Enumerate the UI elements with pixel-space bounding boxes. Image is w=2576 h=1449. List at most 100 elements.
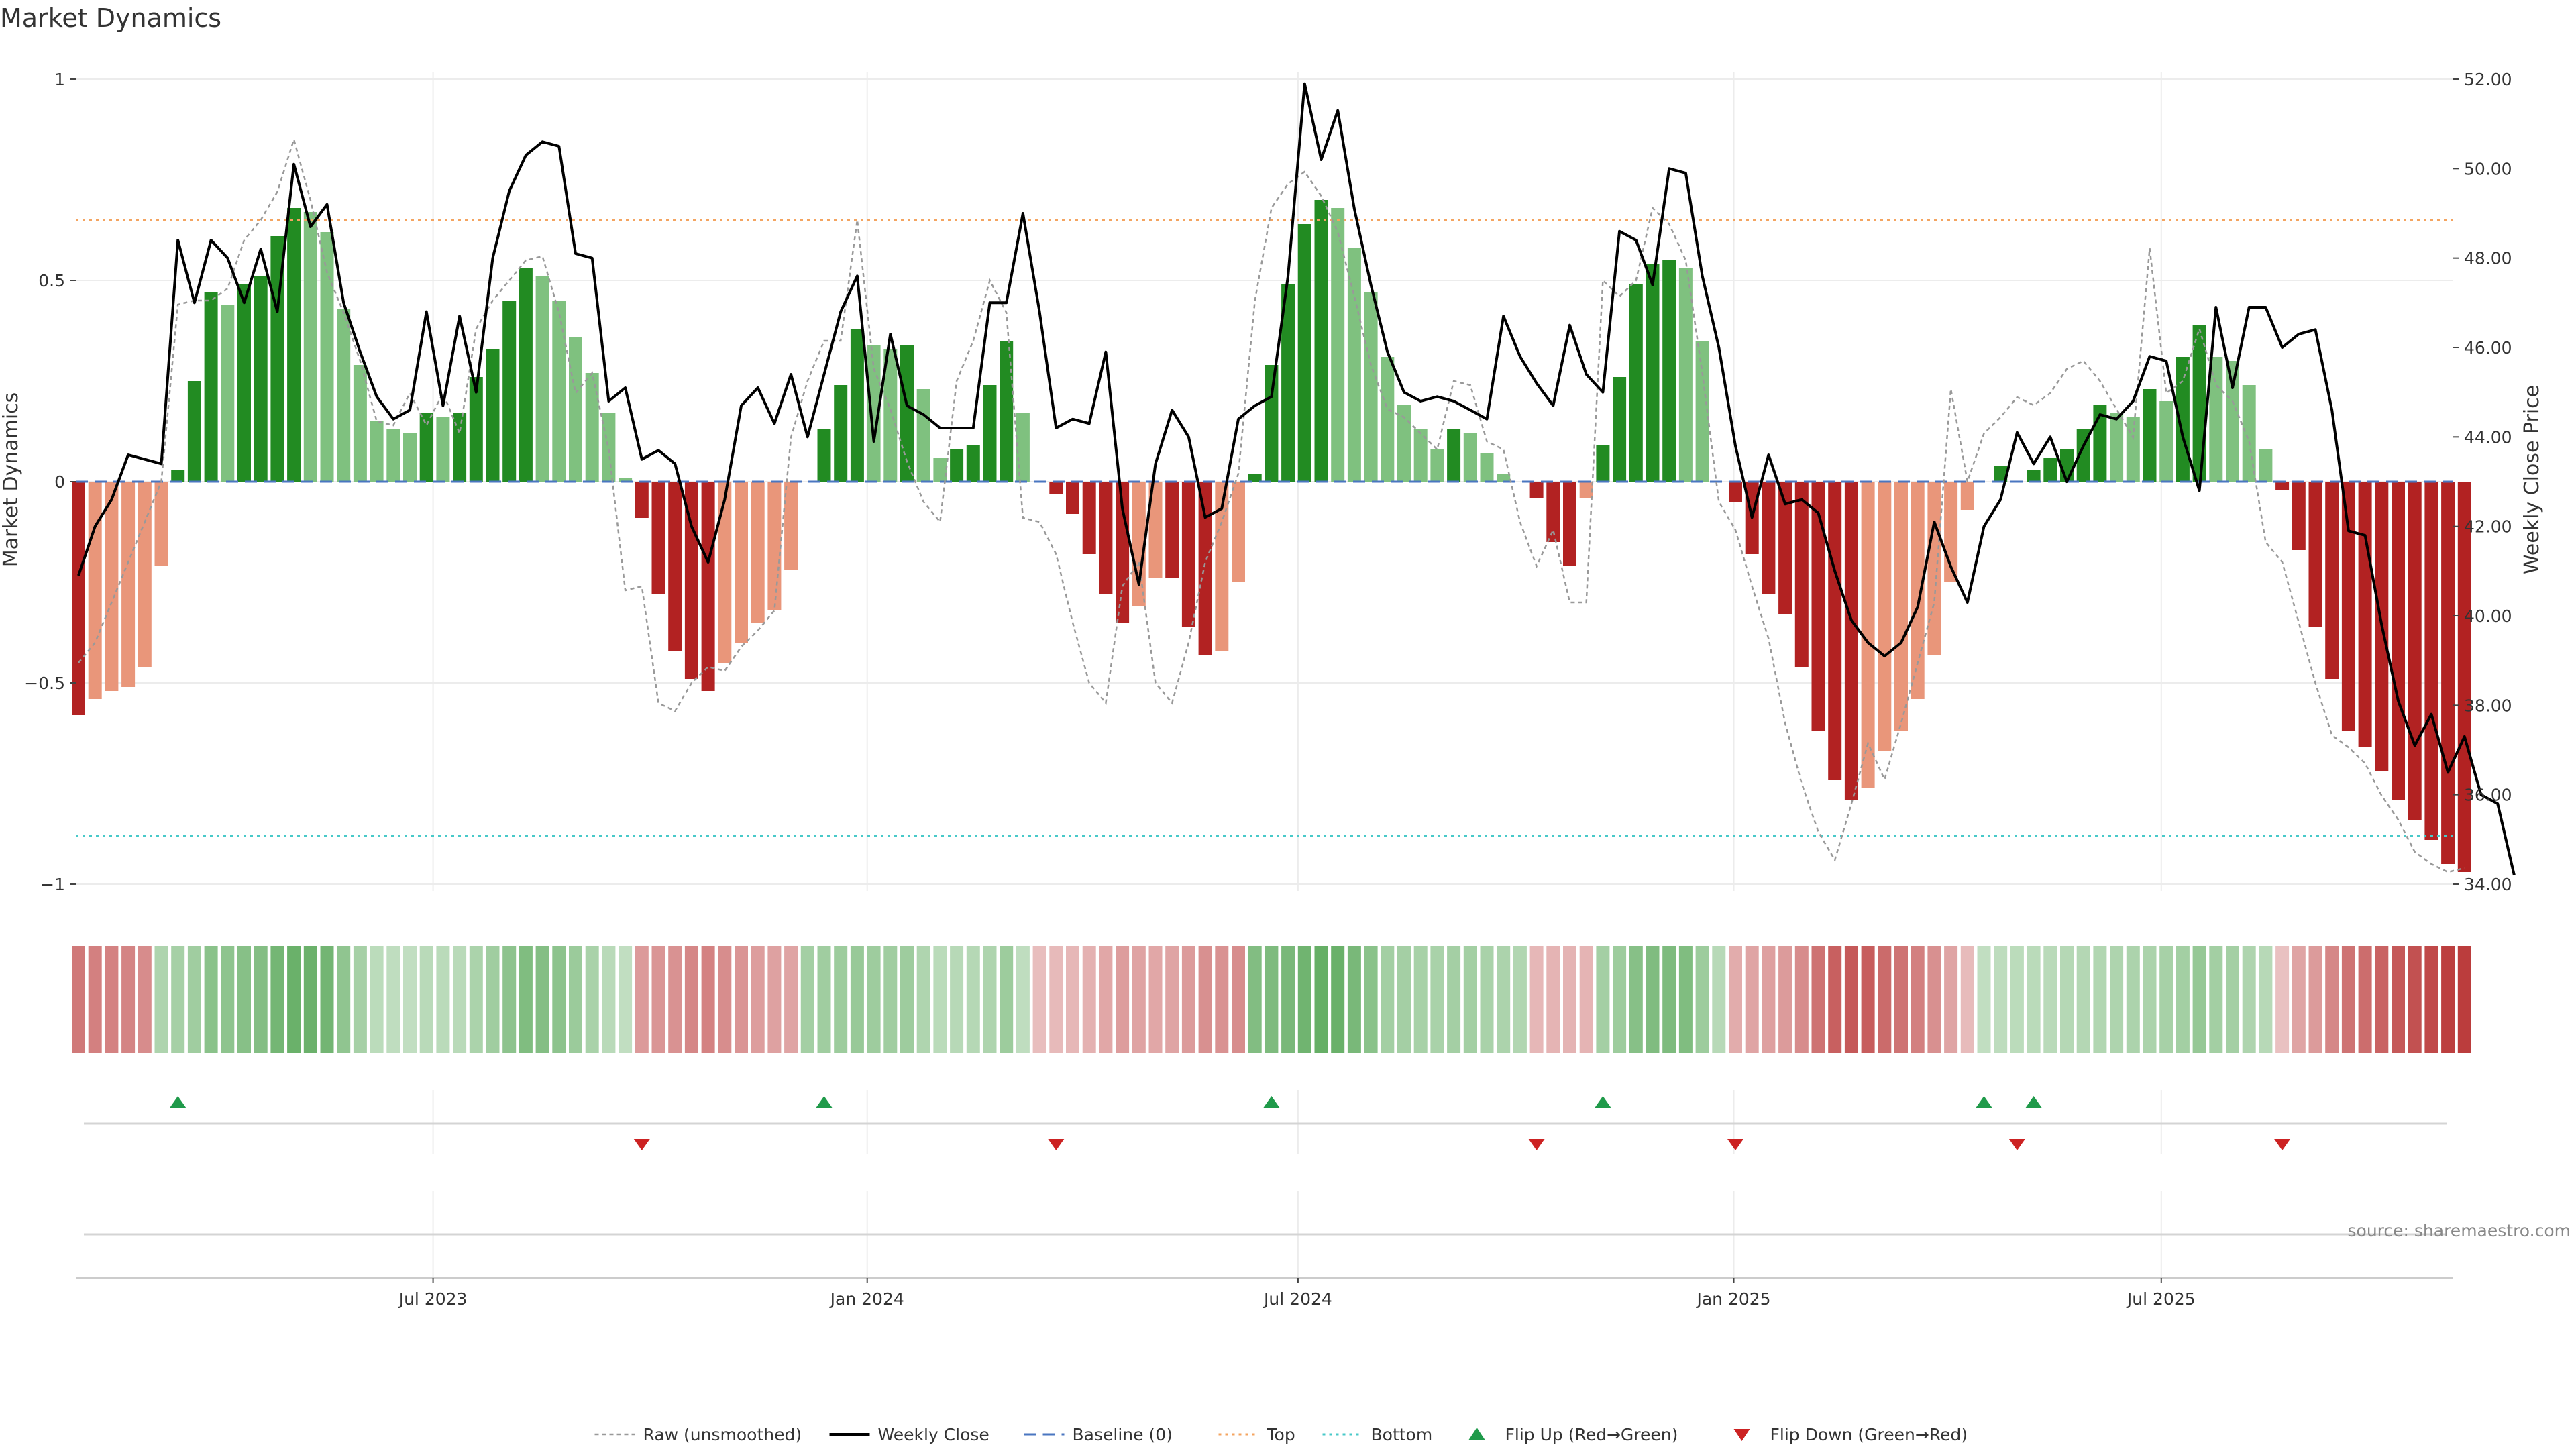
flip-down-marker xyxy=(1528,1139,1545,1150)
dynamics-bar xyxy=(1198,482,1212,655)
dynamics-bar xyxy=(602,413,616,482)
dynamics-bar xyxy=(1281,284,1295,482)
right-tick-label: 34.00 xyxy=(2464,875,2512,894)
dynamics-bar xyxy=(1844,482,1858,800)
dynamics-bar xyxy=(237,284,251,482)
regime-cell xyxy=(569,946,582,1053)
dynamics-bar xyxy=(983,385,997,482)
left-tick-label: 1 xyxy=(54,70,65,89)
weekly-close-line xyxy=(77,82,2516,876)
regime-cell xyxy=(1695,946,1709,1053)
dynamics-bar xyxy=(1497,474,1511,482)
dynamics-bar xyxy=(403,433,417,482)
regime-cell xyxy=(1314,946,1328,1053)
dynamics-bar xyxy=(1762,482,1776,594)
dynamics-bar xyxy=(1662,260,1676,482)
dynamics-bar xyxy=(1000,341,1014,482)
regime-cell xyxy=(2392,946,2405,1053)
legend-label: Baseline (0) xyxy=(1073,1425,1173,1444)
regime-cell xyxy=(635,946,649,1053)
dynamics-bar xyxy=(2143,389,2157,482)
flip-markers xyxy=(170,1096,2291,1150)
regime-cell xyxy=(1828,946,1842,1053)
regime-cell xyxy=(2010,946,2024,1053)
legend-label: Flip Down (Green→Red) xyxy=(1770,1425,1968,1444)
dynamics-bar xyxy=(552,301,566,482)
regime-cell xyxy=(121,946,136,1053)
legend-swatch-flipdown xyxy=(1733,1429,1750,1441)
dynamics-bar xyxy=(701,482,715,691)
dynamics-bar xyxy=(419,413,433,482)
regime-cell xyxy=(2192,946,2206,1053)
regime-cell xyxy=(204,946,218,1053)
dynamics-bar xyxy=(535,276,549,482)
dynamics-bar xyxy=(519,268,533,482)
flip-up-marker xyxy=(1595,1096,1611,1108)
regime-cell xyxy=(2209,946,2223,1053)
regime-cell xyxy=(983,946,997,1053)
regime-cell xyxy=(519,946,533,1053)
legend-item-baseline: Baseline (0) xyxy=(1024,1425,1173,1444)
right-tick-label: 38.00 xyxy=(2464,696,2512,715)
dynamics-bar xyxy=(1546,482,1560,542)
dynamics-bar xyxy=(1397,405,1411,482)
dynamics-bar xyxy=(154,482,168,566)
legend-label: Raw (unsmoothed) xyxy=(643,1425,802,1444)
regime-cell xyxy=(1297,946,1311,1053)
dynamics-bar xyxy=(883,349,898,482)
dynamics-bar xyxy=(933,458,947,482)
right-tick-label: 52.00 xyxy=(2464,70,2512,89)
flip-up-marker xyxy=(816,1096,833,1108)
dynamics-bar xyxy=(2358,482,2372,747)
dynamics-bar xyxy=(1447,429,1461,482)
dynamics-bar xyxy=(1049,482,1063,494)
dynamics-bar xyxy=(254,276,268,482)
dynamics-bar xyxy=(2043,458,2057,482)
left-axis-label: Market Dynamics xyxy=(0,392,23,568)
regime-cell xyxy=(1066,946,1079,1053)
dynamics-bar xyxy=(850,329,864,482)
regime-cell xyxy=(1430,946,1444,1053)
regime-cell xyxy=(1381,946,1395,1053)
dynamics-bar xyxy=(1911,482,1925,699)
regime-cell xyxy=(1646,946,1660,1053)
regime-cell xyxy=(2143,946,2157,1053)
legend-label: Top xyxy=(1267,1425,1295,1444)
regime-cell xyxy=(436,946,450,1053)
x-tick-label: Jan 2024 xyxy=(829,1289,904,1309)
regime-cell xyxy=(2159,946,2174,1053)
strip-grid xyxy=(76,1090,2453,1279)
dynamics-bar xyxy=(1613,377,1627,482)
x-tick-label: Jul 2025 xyxy=(2126,1289,2196,1309)
regime-cell xyxy=(1629,946,1643,1053)
right-tick-label: 42.00 xyxy=(2464,517,2512,537)
regime-cell xyxy=(718,946,732,1053)
regime-cell xyxy=(602,946,616,1053)
regime-cell xyxy=(1994,946,2008,1053)
dynamics-bar xyxy=(187,381,201,482)
x-tick-label: Jul 2023 xyxy=(398,1289,468,1309)
dynamics-bar xyxy=(436,417,450,482)
regime-cell xyxy=(1016,946,1030,1053)
regime-cell xyxy=(1513,946,1527,1053)
regime-cell xyxy=(154,946,168,1053)
regime-cell xyxy=(237,946,251,1053)
regime-cell xyxy=(1960,946,1974,1053)
regime-cell xyxy=(2043,946,2057,1053)
dynamics-bar xyxy=(1248,474,1262,482)
regime-cell xyxy=(1844,946,1858,1053)
dynamics-bar xyxy=(1695,341,1709,482)
regime-cell xyxy=(2076,946,2090,1053)
flip-down-marker xyxy=(2274,1139,2291,1150)
regime-cell xyxy=(1811,946,1825,1053)
regime-cell xyxy=(933,946,947,1053)
dynamics-bar xyxy=(751,482,765,623)
regime-cell xyxy=(2226,946,2239,1053)
dynamics-bar xyxy=(2259,449,2273,482)
regime-cell xyxy=(2325,946,2339,1053)
legend-label: Bottom xyxy=(1371,1425,1433,1444)
dynamics-bar xyxy=(1116,482,1130,623)
regime-cell xyxy=(1347,946,1361,1053)
